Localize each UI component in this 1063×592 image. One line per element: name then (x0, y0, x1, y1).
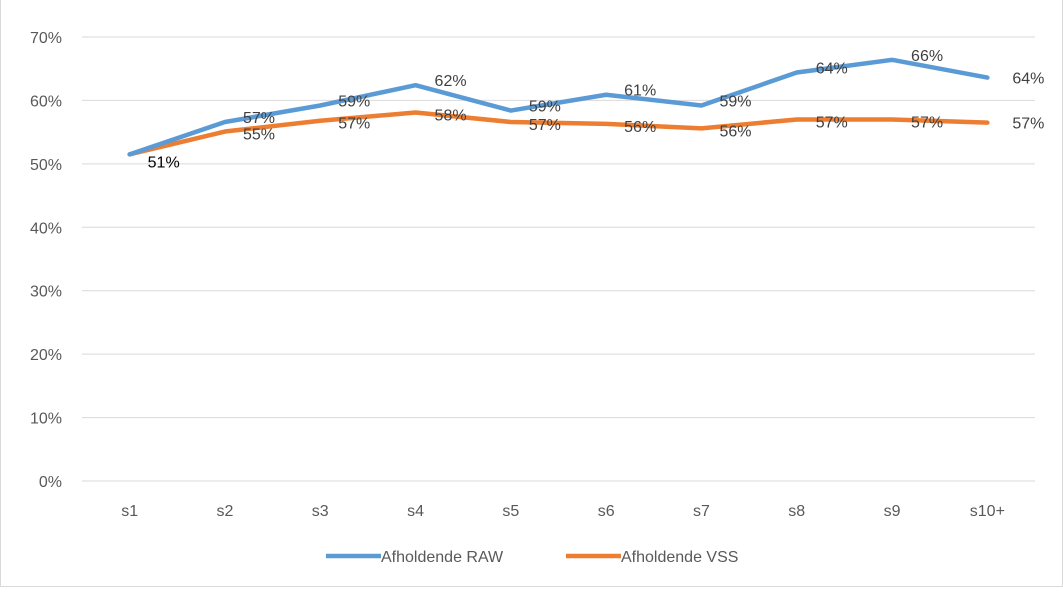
data-label: 57% (529, 117, 561, 134)
data-label: 58% (435, 107, 467, 124)
y-tick-label: 50% (30, 157, 62, 174)
data-labels: 51%57%59%62%59%61%59%64%66%64%55%57% 58%5… (148, 48, 1045, 172)
data-label: 57% (911, 114, 943, 131)
legend-label: Afholdende VSS (621, 549, 738, 566)
y-tick-label: 70% (30, 30, 62, 47)
x-tick-label: s3 (312, 503, 329, 520)
x-tick-label: s10+ (970, 503, 1005, 520)
y-tick-label: 10% (30, 411, 62, 428)
y-tick-label: 30% (30, 284, 62, 301)
chart-title-strip (0, 0, 1063, 12)
x-tick-label: s4 (407, 503, 424, 520)
data-label: 64% (816, 61, 848, 78)
y-axis-tick-labels: 0% 10% 20% 30% 40% 50% 60% 70% (30, 30, 62, 491)
data-label: 56% (624, 119, 656, 136)
grid-lines (82, 36, 1035, 482)
legend: Afholdende RAW Afholdende VSS (326, 549, 738, 566)
series-line (127, 110, 990, 157)
legend-item: Afholdende VSS (566, 549, 738, 566)
data-label: 57% (338, 116, 370, 133)
data-label: 59% (719, 94, 751, 111)
legend-item: Afholdende RAW (326, 549, 504, 566)
data-label: 57% (1012, 116, 1044, 133)
data-label: 59% (529, 99, 561, 116)
x-tick-label: s6 (598, 503, 615, 520)
data-label: 59% (338, 94, 370, 111)
x-tick-label: s5 (502, 503, 519, 520)
y-tick-label: 20% (30, 347, 62, 364)
series-lines (127, 57, 990, 157)
legend-label: Afholdende RAW (381, 549, 504, 566)
data-label: 62% (435, 73, 467, 90)
y-tick-label: 60% (30, 93, 62, 110)
x-tick-label: s7 (693, 503, 710, 520)
x-tick-label: s8 (788, 503, 805, 520)
y-tick-label: 0% (39, 474, 62, 491)
data-label: 57% (243, 110, 275, 127)
data-label: 64% (1012, 71, 1044, 88)
x-tick-label: s2 (216, 503, 233, 520)
series-line (127, 57, 990, 157)
data-label: 66% (911, 48, 943, 65)
data-label: 57% (816, 114, 848, 131)
data-label: 56% (719, 123, 751, 140)
data-label: 61% (624, 83, 656, 100)
data-label: 55% (243, 127, 275, 144)
x-axis-tick-labels: s1 s2 s3 s4 s5 s6 s7 s8 s9 s10+ (121, 503, 1005, 520)
y-tick-label: 40% (30, 220, 62, 237)
x-tick-label: s1 (121, 503, 138, 520)
data-label: 51% (148, 154, 180, 171)
x-tick-label: s9 (884, 503, 901, 520)
